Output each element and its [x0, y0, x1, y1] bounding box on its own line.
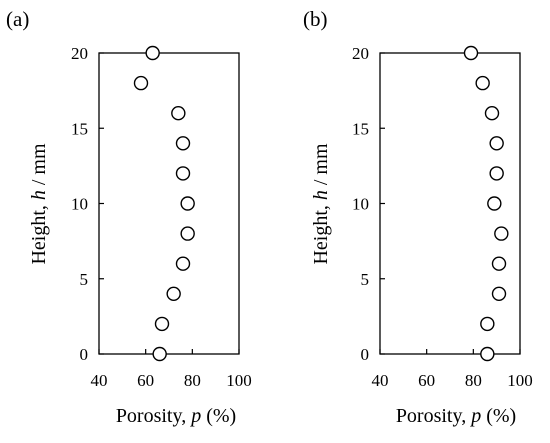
y-tick-label-a: 5 [80, 270, 89, 289]
data-point-b [480, 316, 495, 332]
y-tick-label-a: 0 [80, 345, 89, 364]
x-tick-label-a: 80 [184, 371, 201, 390]
data-point-a [166, 286, 181, 301]
data-point-a [180, 196, 195, 211]
y-ticks-b: 0 5 10 15 20 [352, 44, 385, 364]
data-point-a [175, 166, 191, 181]
x-axis-label-b: Porosity, p (%) [396, 405, 516, 427]
x-tick-label-b: 40 [372, 371, 389, 390]
y-tick-label-b: 10 [352, 195, 369, 214]
y-tick-label-a: 10 [71, 195, 88, 214]
data-point-b [475, 75, 490, 91]
data-point-a [145, 45, 160, 61]
data-point-b [491, 256, 507, 271]
data-point-a [171, 105, 186, 121]
data-point-a [154, 316, 170, 332]
data-point-b [489, 166, 504, 181]
data-point-a [133, 75, 149, 91]
data-points-a [133, 45, 195, 362]
x-ticks-a: 40 60 80 100 [91, 349, 252, 390]
y-tick-label-b: 5 [361, 270, 370, 289]
data-point-a [152, 346, 167, 362]
panel-a: (a) 0 5 10 15 20 40 60 80 100 Height, h / mm Po… [6, 7, 252, 427]
data-point-a [175, 136, 191, 151]
panel-label-b: (b) [303, 7, 328, 31]
data-point-b [484, 105, 500, 121]
y-ticks-a: 0 5 10 15 20 [71, 44, 104, 364]
data-point-a [180, 226, 195, 241]
panel-label-a: (a) [6, 7, 29, 31]
data-point-b [480, 346, 495, 362]
data-points-b [463, 45, 509, 362]
y-tick-label-b: 15 [352, 119, 369, 138]
y-tick-label-a: 20 [71, 44, 88, 63]
x-tick-label-b: 100 [507, 371, 533, 390]
x-tick-label-a: 100 [226, 371, 252, 390]
y-tick-label-a: 15 [71, 119, 88, 138]
y-tick-label-b: 20 [352, 44, 369, 63]
data-point-a [175, 256, 191, 271]
x-tick-label-a: 40 [91, 371, 108, 390]
y-axis-label-b: Height, h / mm [310, 143, 332, 265]
x-tick-label-a: 60 [137, 371, 154, 390]
panel-b: (b) 0 5 10 15 20 40 60 80 100 Height, h / mm Po… [303, 7, 533, 427]
data-point-b [491, 286, 507, 301]
x-ticks-b: 40 60 80 100 [372, 349, 533, 390]
x-tick-label-b: 60 [418, 371, 435, 390]
y-axis-label-a: Height, h / mm [28, 143, 50, 265]
data-point-b [463, 45, 479, 61]
x-axis-label-a: Porosity, p (%) [116, 405, 236, 427]
y-tick-label-b: 0 [361, 345, 370, 364]
data-point-b [487, 196, 502, 211]
plot-area-a [98, 52, 240, 355]
data-point-b [494, 226, 509, 241]
x-tick-label-b: 80 [465, 371, 482, 390]
data-point-b [489, 136, 504, 151]
